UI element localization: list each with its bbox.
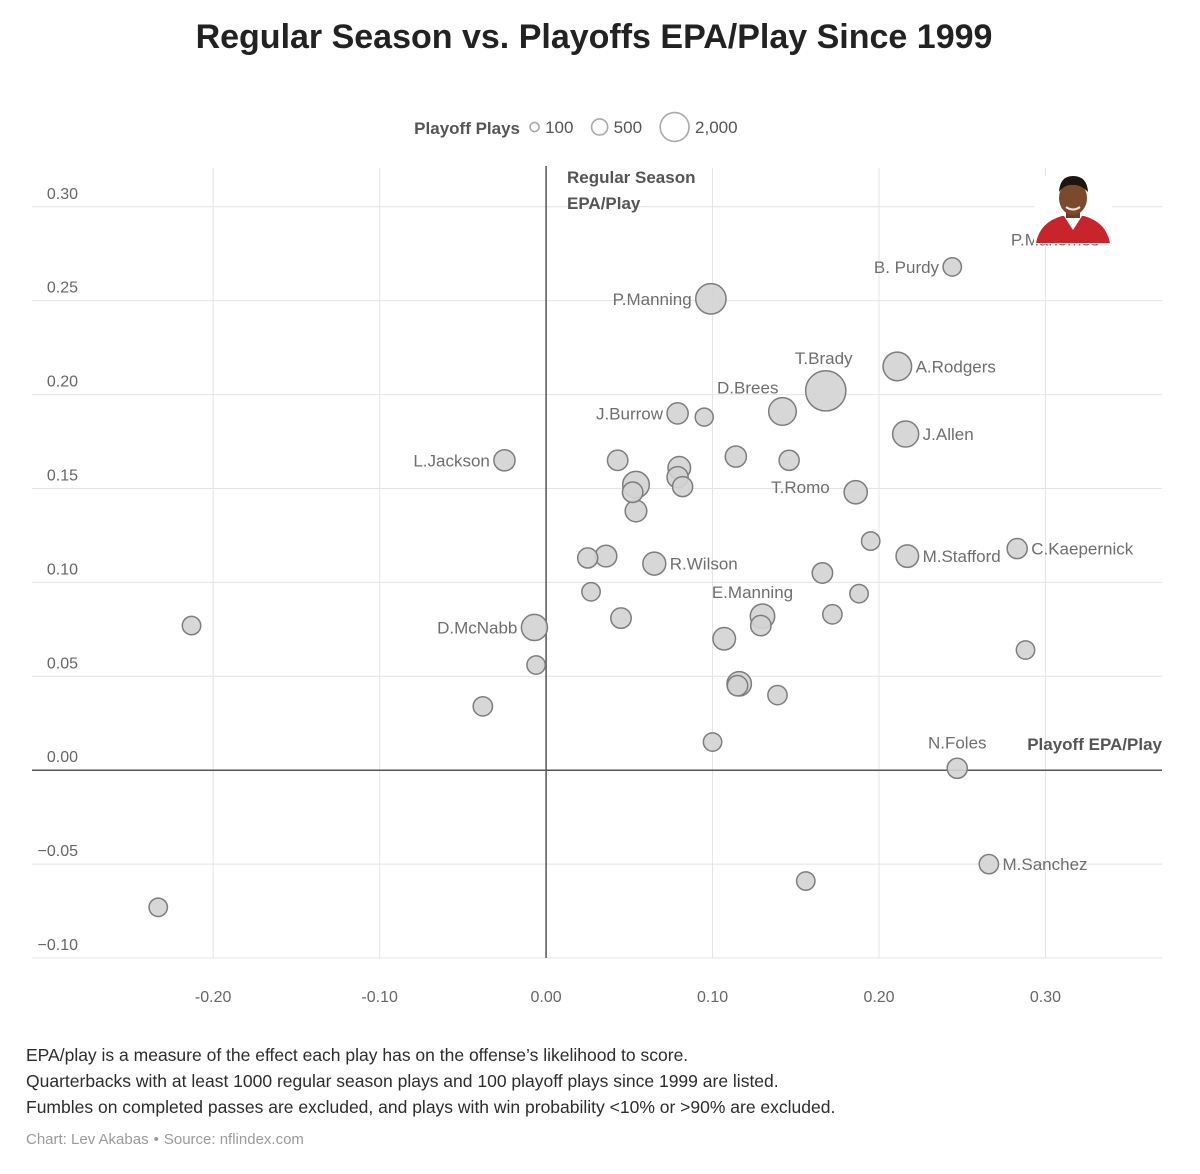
point-label: L.Jackson [413,451,490,470]
data-point [581,581,601,602]
point-label: T.Brady [795,349,853,368]
data-point [767,684,788,706]
data-point [1015,640,1036,660]
y-tick-label: 0.30 [47,186,78,203]
axes [32,166,1162,958]
x-tick-label: -0.20 [195,989,232,1006]
data-point-b-purdy [942,256,963,277]
data-point-l-jackson [493,448,516,472]
chart-title: Regular Season vs. Playoffs EPA/Play Sin… [195,18,993,56]
y-tick-label: 0.20 [47,374,78,391]
legend-size-label: 500 [614,118,642,137]
legend-size-circle [529,121,540,133]
data-point [576,547,599,569]
x-axis-ticks: -0.20 -0.10 0.00 0.10 0.20 0.30 [195,989,1061,1006]
chart-source: Source: nflindex.com [163,1131,304,1148]
data-point [624,499,648,523]
data-point-m-sanchez [978,853,1000,875]
data-point [621,481,644,504]
data-point-m-stafford [895,544,920,569]
y-axis-title: Regular Season EPA/Play [567,168,700,213]
data-point [724,445,748,468]
data-point-p-manning [694,282,727,315]
x-tick-label: 0.10 [697,989,728,1006]
x-tick-label: 0.20 [863,989,894,1006]
point-label: D.McNabb [437,618,517,637]
point-label: M.Stafford [923,547,1001,566]
data-point [526,655,547,675]
point-label: B. Purdy [874,258,940,277]
y-tick-label: −0.05 [38,843,79,860]
y-tick-label: 0.15 [47,467,78,484]
data-point [726,674,749,697]
data-point [148,897,169,918]
data-points [148,256,1036,918]
point-label: J.Burrow [596,404,664,423]
data-point [694,407,714,427]
legend-title: Playoff Plays [414,119,520,138]
y-axis-title-line: Regular Season [567,168,696,187]
data-point [795,871,816,891]
data-point [610,607,632,630]
data-point-t-romo [843,479,869,505]
point-label: T.Romo [771,478,830,497]
mahomes-headshot-image [1034,176,1112,244]
legend-size-circle [590,118,609,136]
point-label: N.Foles [928,733,987,752]
data-point [749,614,772,637]
bullet-separator: • [153,1131,159,1148]
y-tick-label: −0.10 [38,937,79,954]
y-axis-title-line: EPA/Play [567,194,641,213]
y-tick-label: 0.10 [47,561,78,578]
footnote-line: EPA/play is a measure of the effect each… [26,1045,689,1065]
y-axis-ticks: 0.30 0.25 0.20 0.15 0.10 0.05 0.00 −0.05 −0.10 [38,186,79,954]
data-point-a-rodgers [882,351,913,382]
legend-size-label: 100 [545,118,573,137]
data-point [671,475,694,498]
point-label: M.Sanchez [1003,855,1088,874]
chart-credit: Chart: Lev Akabas • Source: nflindex.com [26,1131,304,1148]
data-point [860,531,881,552]
data-point [702,732,723,752]
data-point-d-brees [767,396,798,427]
y-tick-label: 0.00 [47,749,78,766]
point-label: D.Brees [717,378,778,397]
data-point-n-foles [946,757,969,780]
data-point-t-brady [804,369,847,412]
data-point-r-wilson [642,551,667,576]
point-label: A.Rodgers [916,357,996,376]
footnote-line: Quarterbacks with at least 1000 regular … [26,1071,779,1091]
data-point-d-mcnabb [520,613,549,642]
y-tick-label: 0.25 [47,280,78,297]
chart-author: Chart: Lev Akabas [26,1131,149,1148]
data-point-j-burrow [666,402,689,425]
x-axis-title: Playoff EPA/Play [1027,735,1162,754]
data-point [472,695,494,717]
data-point-j-allen [891,420,920,448]
footnote-line: Fumbles on completed passes are excluded… [26,1097,836,1117]
x-tick-label: 0.30 [1030,989,1061,1006]
data-point-c-kaepernick [1006,537,1028,560]
data-point [811,562,834,584]
data-point [822,603,843,625]
data-point [594,544,618,568]
x-tick-label: 0.00 [531,989,562,1006]
data-point [606,449,629,472]
data-point [849,583,869,604]
point-label: P.Manning [613,290,692,309]
data-point [181,615,202,636]
point-label: E.Manning [712,583,793,602]
point-label: C.Kaepernick [1031,540,1134,559]
legend-size-circle [659,111,690,143]
point-label: R.Wilson [670,555,738,574]
legend-size-label: 2,000 [695,118,738,137]
point-label: J.Allen [923,425,974,444]
data-point [778,449,800,472]
y-tick-label: 0.05 [47,655,78,672]
x-tick-label: -0.10 [361,989,398,1006]
legend: Playoff Plays 100 500 2,000 [414,111,738,143]
data-point [712,626,737,651]
